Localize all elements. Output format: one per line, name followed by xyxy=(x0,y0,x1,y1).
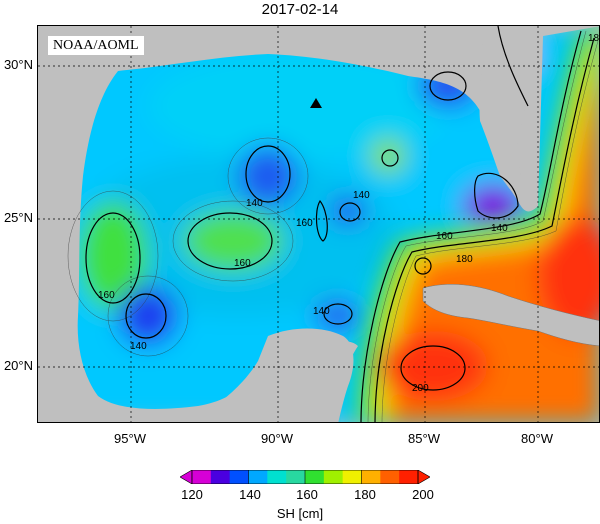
colorbar-swatch xyxy=(380,470,400,484)
contour-label: 18 xyxy=(588,33,600,44)
lon-label: 80°W xyxy=(521,431,553,446)
contour-label: 160 xyxy=(98,290,115,301)
lon-label: 85°W xyxy=(408,431,440,446)
colorbar-title: SH [cm] xyxy=(276,506,324,521)
colorbar-tick-label: 200 xyxy=(412,487,434,502)
contour-label: 140 xyxy=(491,223,508,234)
lon-label: 90°W xyxy=(261,431,293,446)
colorbar-tick-label: 140 xyxy=(239,487,261,502)
colorbar-swatch xyxy=(192,470,212,484)
colorbar-swatch xyxy=(248,470,268,484)
colorbar-swatch xyxy=(361,470,381,484)
colorbar-max-arrow xyxy=(417,470,430,484)
bold-contours xyxy=(85,26,595,422)
colorbar-min-arrow xyxy=(180,470,193,484)
sea-height-map: 140 140 140 140 140 160 160 160 160 180 … xyxy=(38,26,600,422)
colorbar-tick-label: 160 xyxy=(296,487,318,502)
lat-label: 30°N xyxy=(3,57,33,72)
colorbar-outline xyxy=(191,470,419,484)
colorbar-swatch xyxy=(267,470,287,484)
florida-landmass xyxy=(479,26,540,195)
source-label: NOAA/AOML xyxy=(48,36,144,55)
colorbar-swatch xyxy=(305,470,325,484)
contour-label: 180 xyxy=(456,254,473,265)
contour-label: 140 xyxy=(353,190,370,201)
yucatan-landmass xyxy=(191,328,354,422)
colorbar-swatch xyxy=(210,470,231,484)
contour-label: 200 xyxy=(412,383,429,394)
colorbar-swatch xyxy=(286,470,306,484)
contour-label: 160 xyxy=(436,231,453,242)
graticule xyxy=(38,26,599,422)
lat-label: 20°N xyxy=(3,358,33,373)
colorbar-swatch xyxy=(323,470,344,484)
contour-label: 140 xyxy=(130,341,147,352)
colorbar-swatch xyxy=(399,470,419,484)
colorbar-tick-label: 120 xyxy=(181,487,203,502)
contour-label: 140 xyxy=(313,306,330,317)
colorbar-tick-label: 180 xyxy=(354,487,376,502)
colorbar xyxy=(180,470,430,484)
thin-contours xyxy=(67,30,599,422)
map-panel: 140 140 140 140 140 160 160 160 160 180 … xyxy=(37,25,600,423)
lon-label: 95°W xyxy=(114,431,146,446)
colorbar-swatch xyxy=(229,470,249,484)
contour-label: 140 xyxy=(246,198,263,209)
contour-labels: 140 140 140 140 140 160 160 160 160 180 … xyxy=(98,33,600,394)
lat-label: 25°N xyxy=(3,210,33,225)
contour-label: 160 xyxy=(296,218,313,229)
page-title: 2017-02-14 xyxy=(261,1,339,18)
triangle-marker xyxy=(310,98,322,108)
cuba-landmass xyxy=(422,284,599,347)
colorbar-swatch xyxy=(342,470,362,484)
contour-label: 160 xyxy=(234,258,251,269)
